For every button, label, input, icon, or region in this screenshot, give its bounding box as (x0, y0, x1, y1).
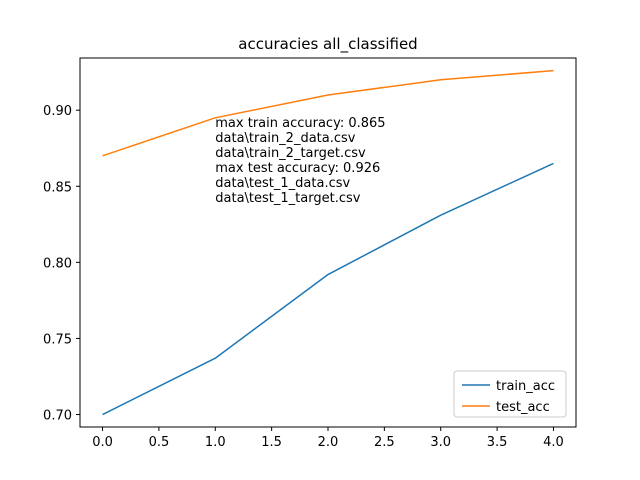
series-line-test-acc (102, 69, 554, 157)
y-tick-label: 0.90 (43, 104, 72, 119)
chart-title: accuracies all_classified (238, 35, 417, 54)
x-tick-label: 4.0 (543, 435, 564, 450)
x-tick-label: 0.5 (149, 435, 170, 450)
y-tick-label: 0.85 (43, 180, 72, 195)
annotation-line: data\train_2_target.csv (215, 146, 366, 161)
series-layer (102, 69, 554, 416)
legend: train_acc test_acc (453, 370, 567, 418)
legend-label: train_acc (496, 379, 555, 394)
annotation-line: data\test_1_target.csv (215, 191, 360, 206)
annotation-line: data\train_2_data.csv (215, 131, 356, 146)
series-line-train-acc (102, 162, 554, 416)
x-axis: 0.0 0.5 1.0 1.5 2.0 2.5 3.0 3.5 4.0 (92, 427, 564, 450)
plot-area (80, 58, 576, 427)
annotation-line: max test accuracy: 0.926 (215, 161, 380, 176)
x-tick-label: 3.5 (487, 435, 508, 450)
legend-label: test_acc (496, 400, 550, 415)
x-tick-label: 1.5 (261, 435, 282, 450)
x-tick-label: 1.0 (205, 435, 226, 450)
y-tick-label: 0.70 (43, 409, 72, 424)
x-tick-label: 2.0 (318, 435, 339, 450)
x-tick-label: 3.0 (430, 435, 451, 450)
annotation-line: data\test_1_data.csv (215, 176, 350, 191)
x-tick-label: 0.0 (92, 435, 113, 450)
y-tick-label: 0.80 (43, 256, 72, 271)
y-axis: 0.70 0.75 0.80 0.85 0.90 (43, 104, 80, 424)
annotation: max train accuracy: 0.865data\train_2_da… (215, 116, 385, 206)
annotation-line: max train accuracy: 0.865 (215, 116, 385, 131)
x-tick-label: 2.5 (374, 435, 395, 450)
y-tick-label: 0.75 (43, 332, 72, 347)
plot-frame (79, 57, 577, 428)
